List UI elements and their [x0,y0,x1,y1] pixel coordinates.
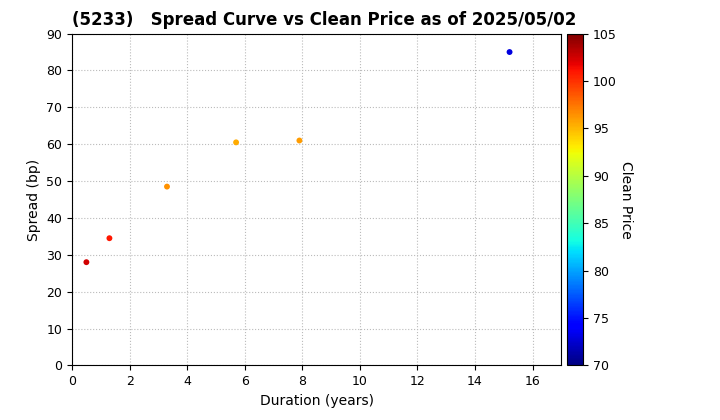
X-axis label: Duration (years): Duration (years) [260,394,374,408]
Point [104,235,115,242]
Point [504,49,516,55]
Y-axis label: Clean Price: Clean Price [619,160,634,239]
Y-axis label: Spread (bp): Spread (bp) [27,158,41,241]
Text: (5233)   Spread Curve vs Clean Price as of 2025/05/02: (5233) Spread Curve vs Clean Price as of… [72,11,577,29]
Point [294,137,305,144]
Point [161,183,173,190]
Point [81,259,92,265]
Point [230,139,242,146]
